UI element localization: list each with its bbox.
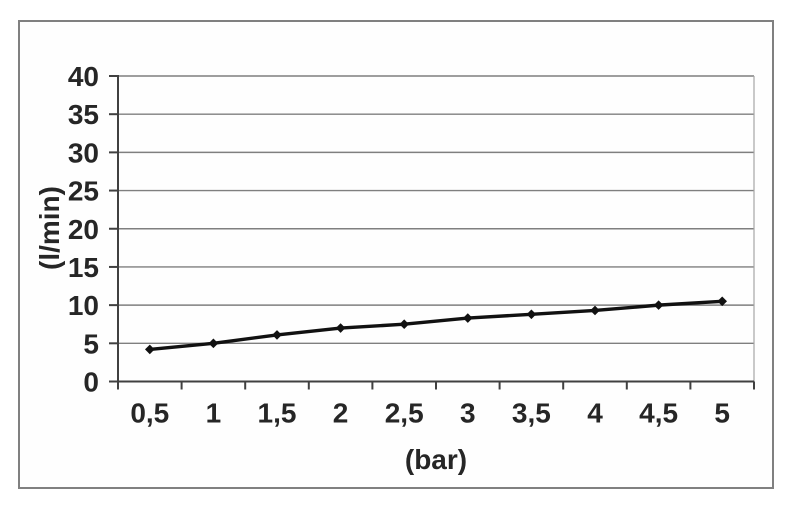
data-point-marker <box>717 296 727 307</box>
data-point-marker <box>335 323 346 333</box>
x-tick-label: 5 <box>714 398 730 429</box>
y-tick-label: 15 <box>68 252 99 283</box>
x-tick-label: 3 <box>460 398 476 429</box>
x-tick-label: 0,5 <box>130 398 169 429</box>
x-axis-title: (bar) <box>404 444 468 475</box>
x-tick-label: 1,5 <box>258 398 297 429</box>
y-tick-label: 0 <box>83 367 99 398</box>
y-tick-label: 35 <box>68 99 99 130</box>
y-tick-label: 10 <box>68 290 99 321</box>
data-point-marker <box>653 300 664 310</box>
y-tick-label: 25 <box>68 176 99 207</box>
y-tick-label: 30 <box>68 137 99 168</box>
y-tick-label: 5 <box>83 328 99 359</box>
x-tick-label: 4 <box>587 398 603 429</box>
x-tick-label: 1 <box>206 398 222 429</box>
data-point-marker <box>526 309 537 320</box>
data-point-marker <box>145 344 155 355</box>
series-line <box>148 299 724 352</box>
data-point-marker <box>590 305 600 316</box>
y-tick-label: 20 <box>68 214 99 245</box>
y-tick-label: 40 <box>68 61 99 92</box>
x-tick-label: 3,5 <box>512 398 551 429</box>
y-axis-title: (l/min) <box>34 186 65 270</box>
x-tick-label: 2 <box>333 398 349 429</box>
x-tick-label: 2,5 <box>385 398 424 429</box>
data-point-marker <box>272 330 282 340</box>
flow-vs-pressure-line-chart: 0 5 10 15 20 25 30 35 40 0,5 1 1,5 2 2,5 3 3,5 4 4,5 5 <box>68 61 755 429</box>
data-point-marker <box>399 319 409 330</box>
data-point-marker <box>208 338 219 349</box>
chart-frame: 0 5 10 15 20 25 30 35 40 0,5 1 1,5 2 2,5 3 3,5 4 4,5 5 (l/… <box>18 20 774 489</box>
x-tick-label: 4,5 <box>639 398 678 429</box>
data-point-marker <box>463 313 473 323</box>
